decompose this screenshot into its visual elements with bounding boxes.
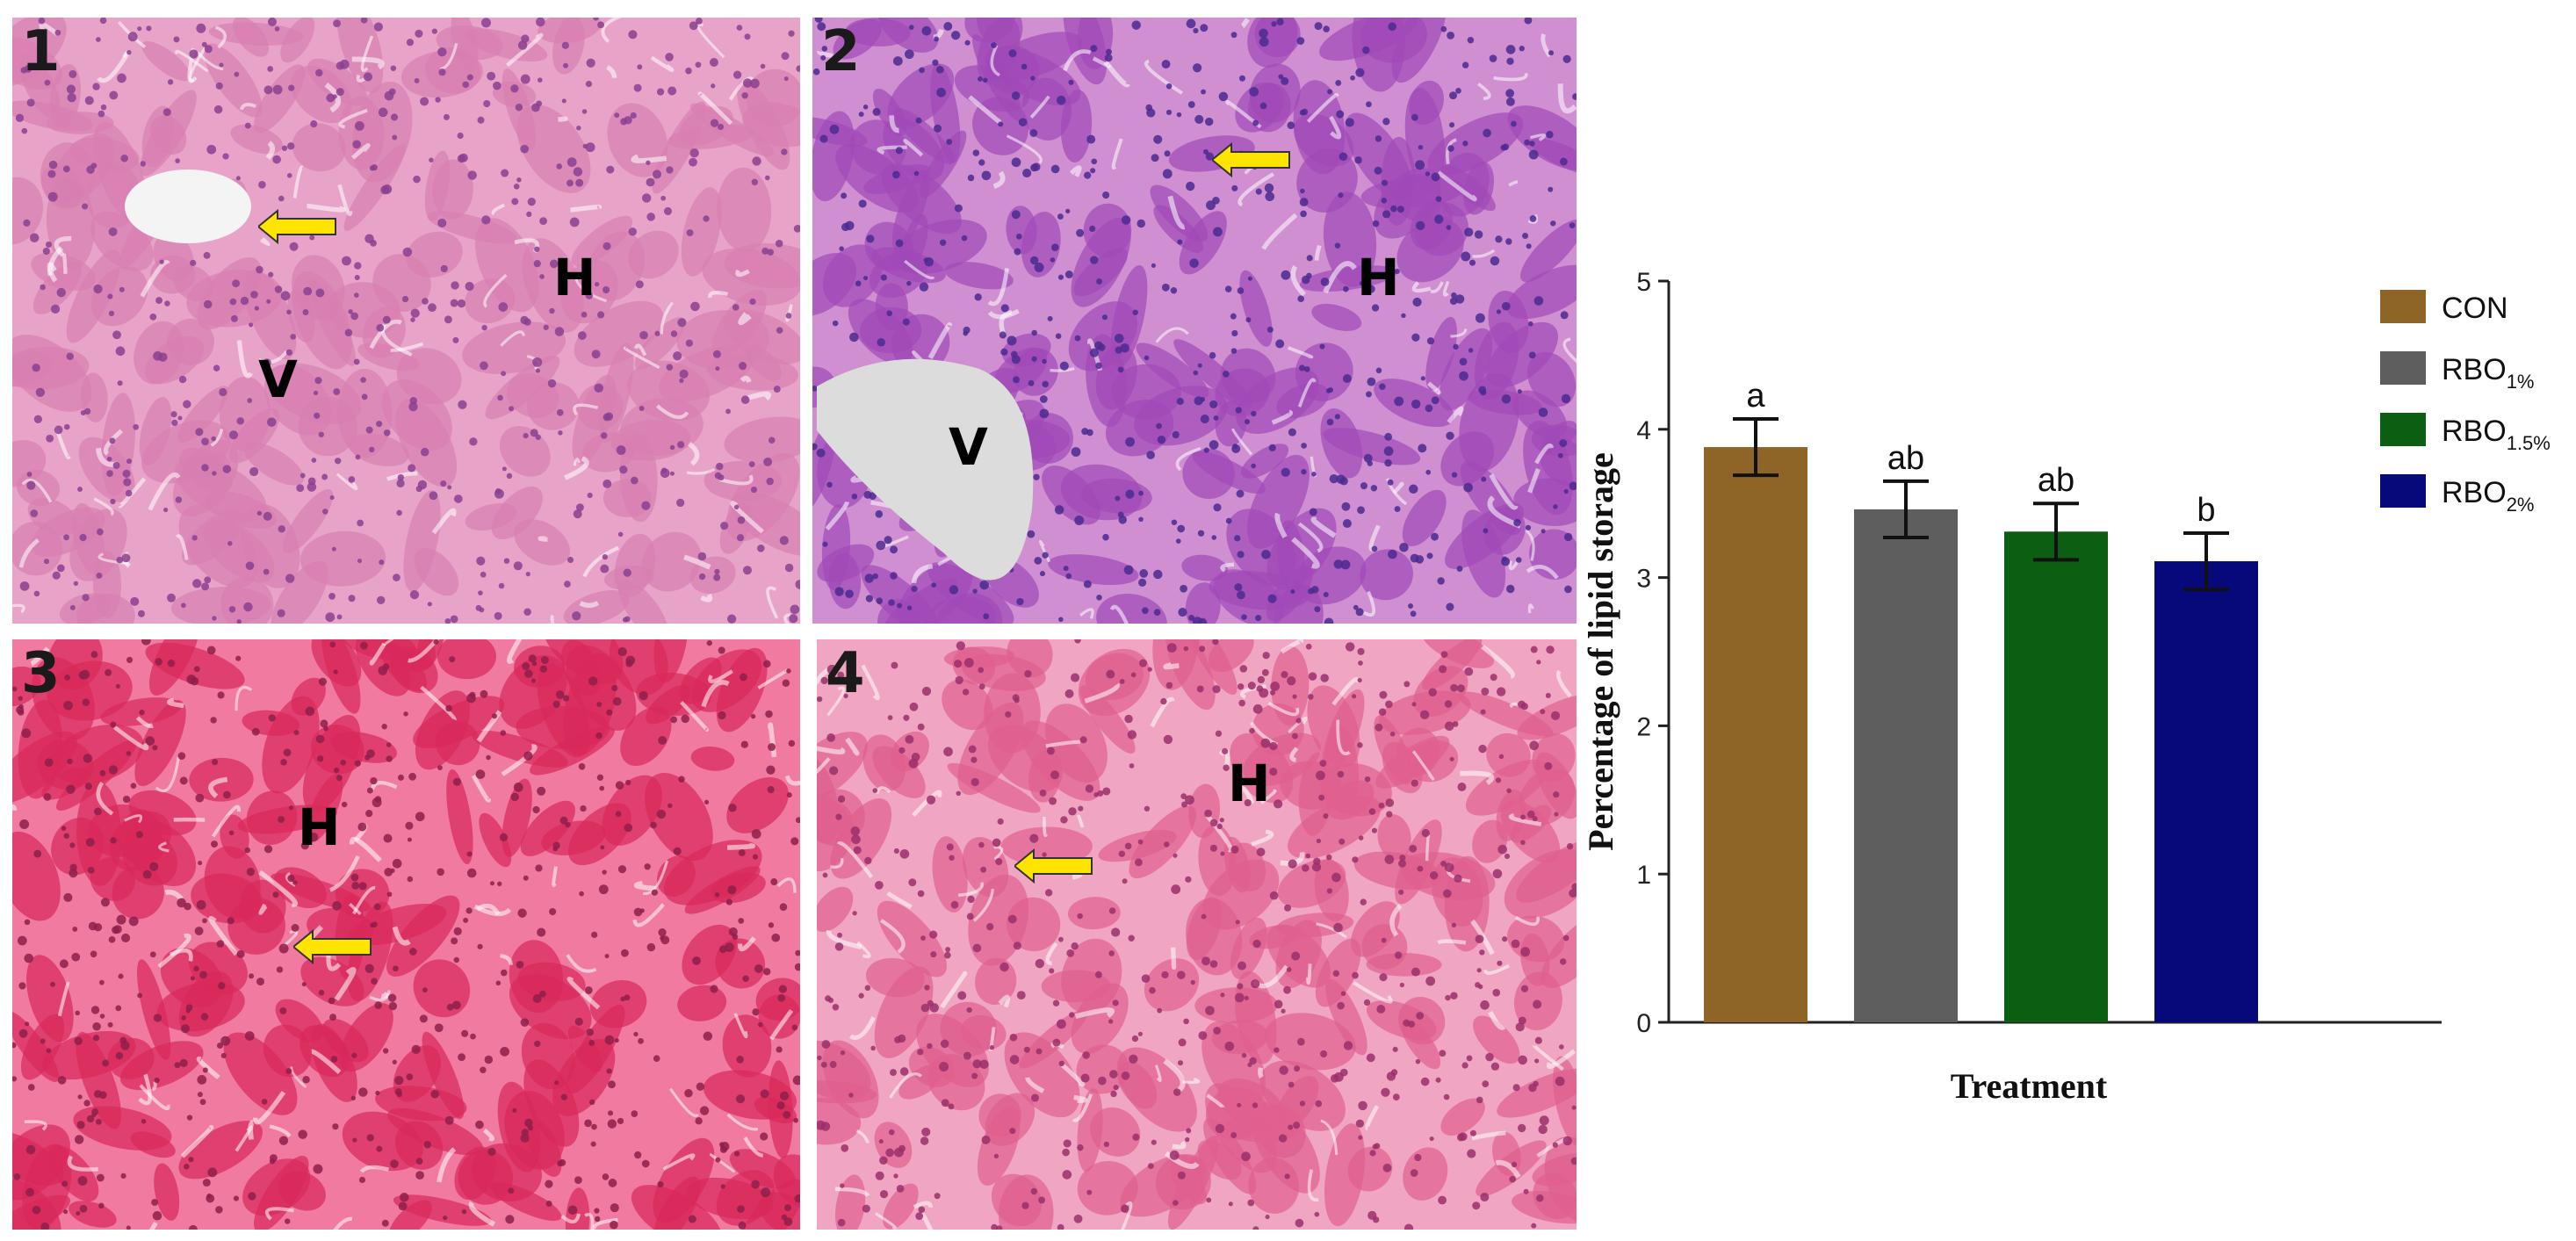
- tissue-texture: [812, 18, 1577, 624]
- left-arrow-icon: [1014, 848, 1093, 884]
- tissue-texture: [817, 639, 1577, 1230]
- x-axis-title: Treatment: [1951, 1066, 2108, 1106]
- histology-panel-4: 4 H: [817, 639, 1577, 1230]
- left-arrow-icon: [1212, 142, 1290, 177]
- legend-label: RBO1.5%: [2442, 415, 2551, 454]
- hepatocyte-label: H: [553, 248, 596, 307]
- y-tick-label: 3: [1636, 565, 1651, 594]
- legend-label: RBO1%: [2442, 353, 2534, 393]
- tissue-texture: [12, 639, 800, 1230]
- y-tick-label: 1: [1636, 861, 1651, 890]
- left-arrow-icon: [293, 929, 372, 964]
- y-tick-label: 0: [1636, 1009, 1651, 1038]
- bar-chart: Percentage of lipid storage Treatment 0 1…: [1581, 268, 2551, 1106]
- significance-label: ab: [2038, 462, 2075, 499]
- legend: CON RBO1% RBO1.5% RBO2%: [2380, 290, 2551, 516]
- vein-label: V: [949, 417, 988, 477]
- histology-panel-1: 1 H V: [12, 18, 800, 624]
- legend-label: CON: [2442, 292, 2508, 325]
- panel-number: 2: [821, 19, 861, 84]
- hepatocyte-label: H: [1357, 248, 1400, 307]
- left-arrow-icon: [258, 209, 336, 244]
- bar: [1854, 509, 1958, 1022]
- significance-label: a: [1746, 378, 1765, 415]
- panel-number: 1: [21, 19, 61, 84]
- histology-panel-3: 3 H: [12, 639, 800, 1230]
- legend-swatch: [2380, 474, 2426, 508]
- y-tick-label: 5: [1636, 268, 1651, 297]
- y-tick-label: 2: [1636, 712, 1651, 741]
- bar: [1704, 447, 1808, 1022]
- hepatocyte-label: H: [298, 797, 341, 857]
- tissue-texture: [12, 18, 800, 624]
- significance-label: ab: [1887, 440, 1924, 477]
- legend-swatch: [2380, 413, 2426, 446]
- bar: [2154, 561, 2258, 1022]
- legend-swatch: [2380, 351, 2426, 385]
- y-axis-title: Percentage of lipid storage: [1581, 452, 1620, 851]
- vein-label: V: [258, 350, 298, 409]
- legend-swatch: [2380, 290, 2426, 323]
- panel-number: 4: [826, 641, 865, 706]
- significance-label: b: [2197, 492, 2215, 529]
- y-tick-label: 4: [1636, 416, 1651, 445]
- legend-label: RBO2%: [2442, 476, 2534, 516]
- hepatocyte-label: H: [1228, 754, 1271, 813]
- bar: [2004, 531, 2108, 1022]
- plot-area: 0 1 2 3 4 5 a ab ab b: [1636, 268, 2442, 1038]
- panel-number: 3: [21, 641, 61, 706]
- histology-panel-2: 2 H V: [812, 18, 1577, 624]
